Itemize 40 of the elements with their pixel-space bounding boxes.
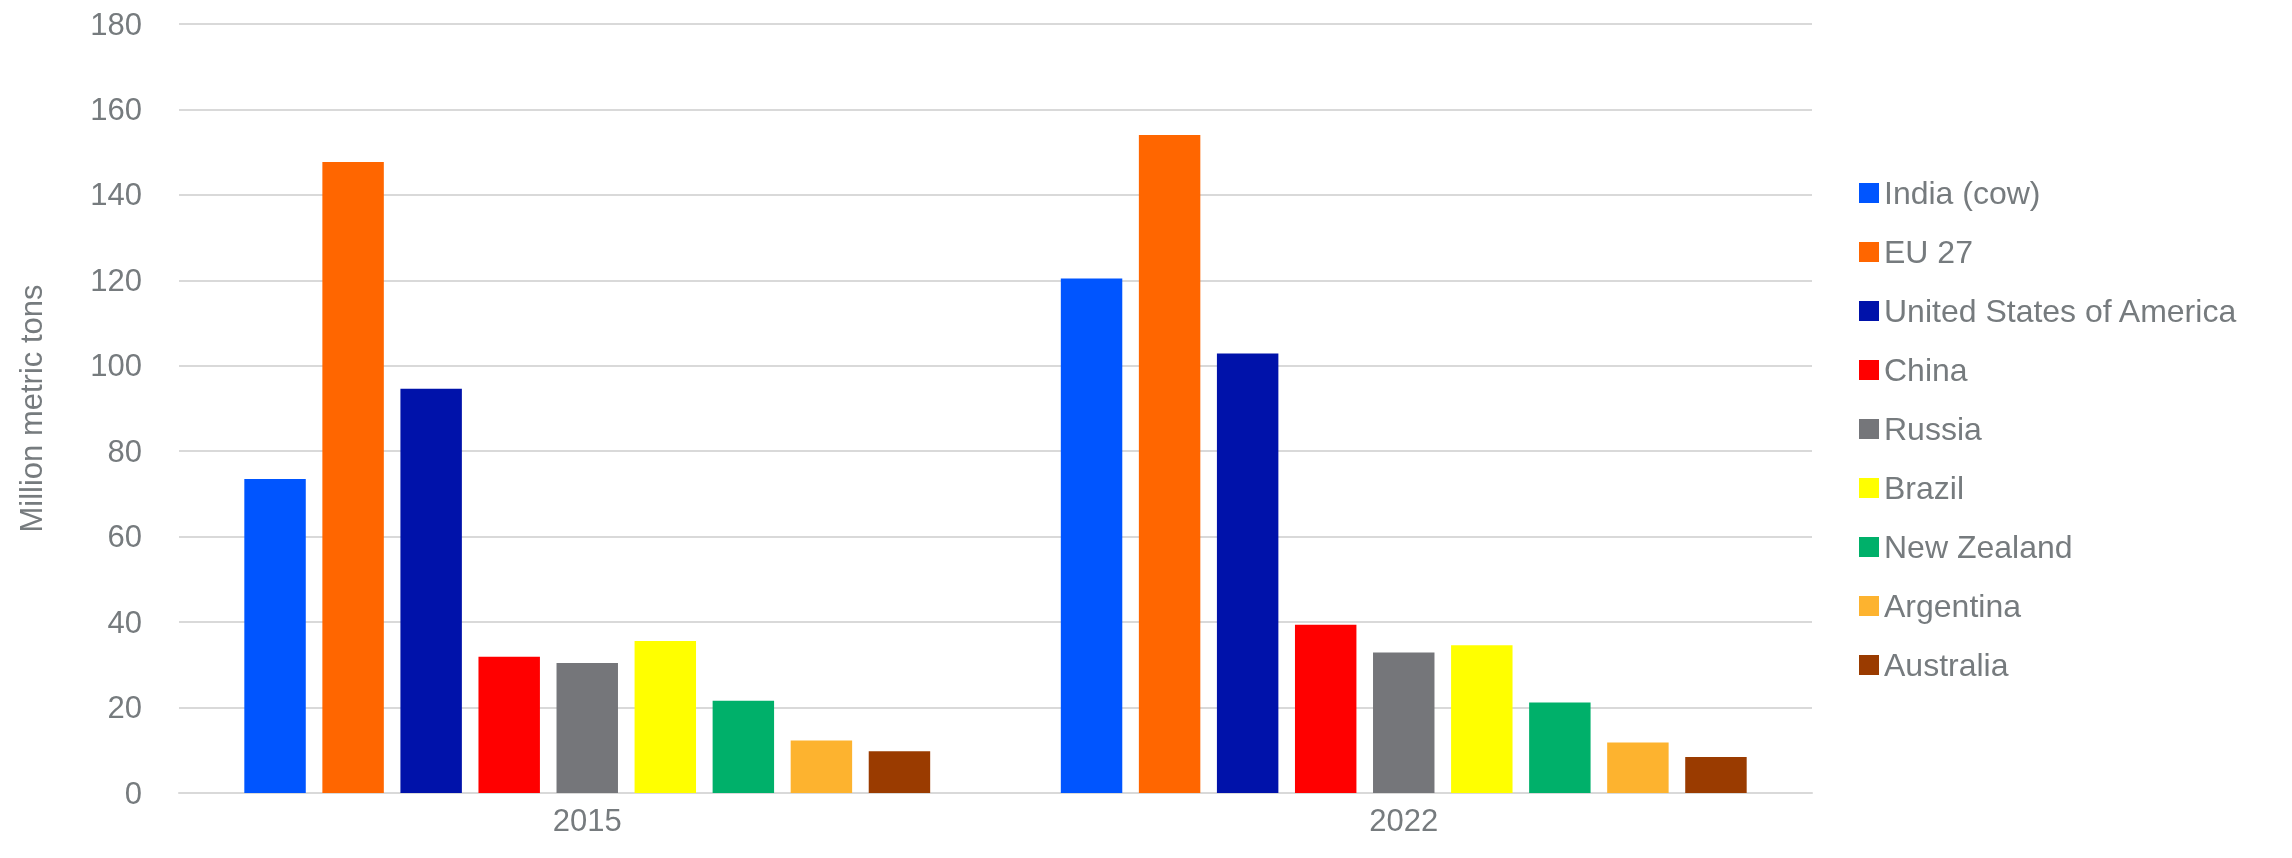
bar	[1060, 278, 1123, 793]
y-tick-label: 180	[90, 6, 142, 42]
x-tick-label: 2022	[1369, 803, 1439, 838]
bar	[1529, 702, 1591, 793]
legend-label: Australia	[1884, 647, 2009, 683]
bar	[1373, 652, 1435, 793]
bar	[1607, 742, 1669, 793]
legend-label: New Zealand	[1884, 529, 2073, 565]
legend-label: China	[1884, 352, 1968, 388]
y-tick-label: 60	[107, 519, 142, 555]
bar	[868, 751, 931, 793]
bar	[478, 656, 540, 793]
y-axis-title: Million metric tons	[14, 284, 49, 533]
bar	[634, 640, 697, 793]
y-tick-label: 40	[107, 604, 142, 640]
bar	[400, 388, 462, 793]
y-tick-label: 0	[124, 775, 142, 811]
y-tick-label: 80	[107, 433, 142, 469]
x-tick-label: 2015	[552, 803, 622, 838]
legend-label: Argentina	[1884, 588, 2022, 624]
bar	[1685, 757, 1747, 793]
legend-label: EU 27	[1884, 234, 1973, 270]
legend-label: India (cow)	[1884, 175, 2041, 211]
bar	[322, 161, 384, 793]
y-tick-label: 160	[90, 91, 142, 127]
legend-label: United States of America	[1884, 293, 2237, 329]
y-tick-label: 100	[90, 348, 142, 384]
bar	[244, 478, 306, 793]
bar	[1138, 135, 1201, 793]
bar	[1216, 353, 1279, 793]
legend-label: Brazil	[1884, 470, 1965, 506]
bar	[1451, 645, 1513, 793]
y-tick-label: 120	[90, 262, 142, 298]
y-tick-label: 20	[107, 690, 142, 726]
y-tick-label: 140	[90, 177, 142, 213]
bar	[1294, 624, 1357, 793]
bar	[790, 740, 853, 793]
legend-label: Russia	[1884, 411, 1983, 447]
bar	[556, 663, 618, 793]
bar	[712, 700, 775, 793]
